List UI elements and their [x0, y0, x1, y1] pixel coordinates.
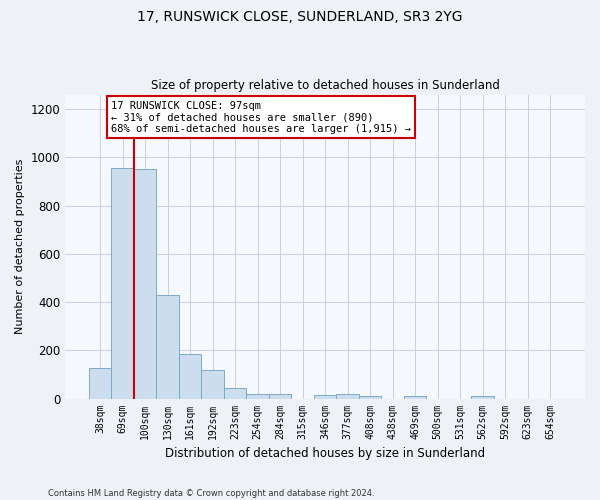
- Bar: [202, 370, 224, 398]
- Bar: [179, 354, 202, 399]
- Bar: [247, 394, 269, 398]
- Bar: [157, 295, 179, 399]
- Bar: [111, 168, 134, 398]
- Text: 17, RUNSWICK CLOSE, SUNDERLAND, SR3 2YG: 17, RUNSWICK CLOSE, SUNDERLAND, SR3 2YG: [137, 10, 463, 24]
- Y-axis label: Number of detached properties: Number of detached properties: [15, 159, 25, 334]
- Bar: [89, 368, 111, 398]
- Bar: [404, 396, 427, 398]
- Bar: [337, 394, 359, 398]
- Bar: [134, 170, 157, 398]
- Bar: [359, 396, 382, 398]
- X-axis label: Distribution of detached houses by size in Sunderland: Distribution of detached houses by size …: [165, 447, 485, 460]
- Text: Contains HM Land Registry data © Crown copyright and database right 2024.: Contains HM Land Registry data © Crown c…: [48, 488, 374, 498]
- Bar: [224, 388, 247, 398]
- Text: 17 RUNSWICK CLOSE: 97sqm
← 31% of detached houses are smaller (890)
68% of semi-: 17 RUNSWICK CLOSE: 97sqm ← 31% of detach…: [111, 100, 411, 134]
- Bar: [472, 396, 494, 398]
- Title: Size of property relative to detached houses in Sunderland: Size of property relative to detached ho…: [151, 79, 500, 92]
- Bar: [269, 394, 292, 398]
- Bar: [314, 395, 337, 398]
